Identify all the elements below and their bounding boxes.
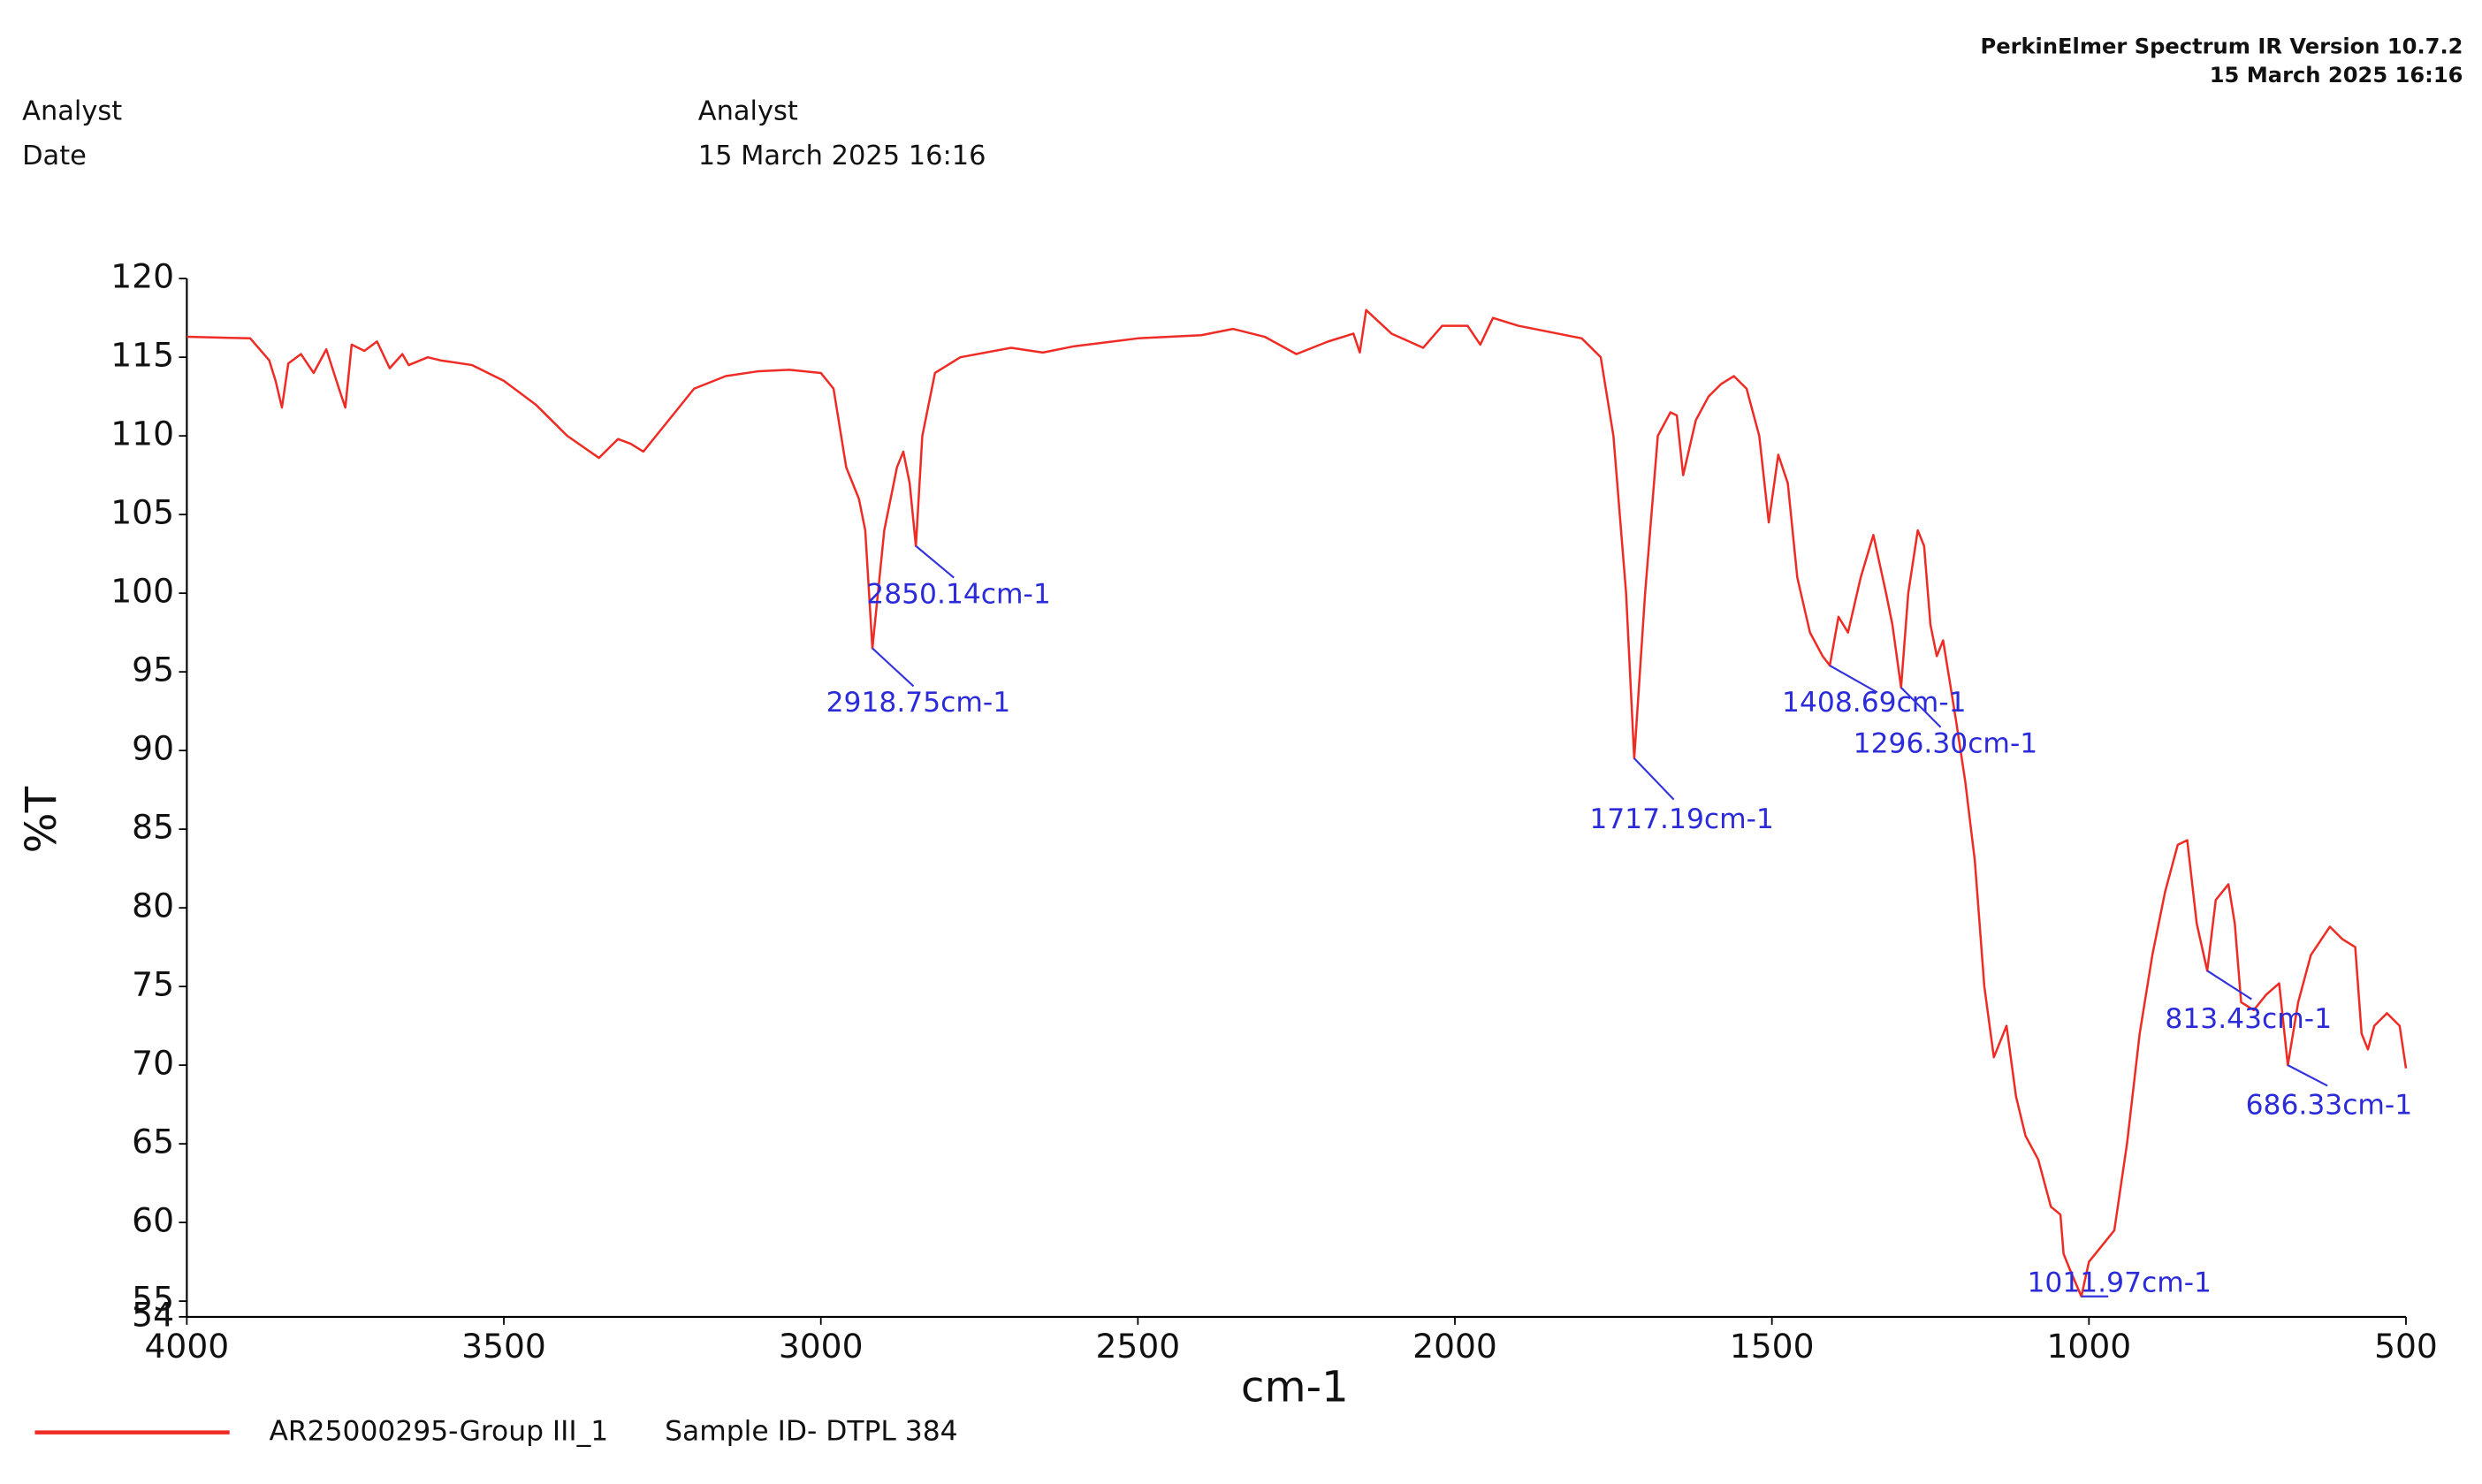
peak-label: 1011.97cm-1: [2027, 1267, 2212, 1298]
peak-leader: [2206, 970, 2252, 1001]
x-tick-label: 500: [2374, 1327, 2438, 1366]
y-tick-label: 75: [132, 965, 174, 1004]
peak-label: 2850.14cm-1: [866, 578, 1051, 610]
y-tick-label: 54: [132, 1295, 174, 1334]
y-tick-label: 95: [132, 651, 174, 689]
legend-sample-id: Sample ID- DTPL 384: [665, 1416, 957, 1448]
peak-label: 1296.30cm-1: [1854, 727, 2038, 759]
peak-leader: [1900, 687, 1942, 728]
date-label: Date: [22, 141, 87, 171]
legend-series-name: AR25000295-Group III_1: [269, 1416, 608, 1448]
peak-leader: [1829, 665, 1878, 694]
peak-label: 1717.19cm-1: [1589, 803, 1774, 835]
x-tick-label: 2000: [1412, 1327, 1497, 1366]
y-tick-label: 70: [132, 1044, 174, 1083]
date-value: 15 March 2025 16:16: [698, 141, 986, 171]
peak-label: 1408.69cm-1: [1782, 687, 1967, 719]
x-tick-label: 2500: [1096, 1327, 1181, 1366]
peak-leader: [915, 544, 955, 579]
peak-label: 2918.75cm-1: [826, 687, 1011, 719]
x-tick-label: 1500: [1730, 1327, 1815, 1366]
x-tick-label: 3000: [779, 1327, 864, 1366]
x-tick-label: 1000: [2046, 1327, 2131, 1366]
analyst-value: Analyst: [698, 96, 798, 127]
y-tick-label: 105: [110, 493, 174, 532]
peak-leader: [1633, 757, 1675, 801]
y-tick-label: 115: [110, 336, 174, 375]
x-tick-label: 3500: [461, 1327, 546, 1366]
y-tick-label: 90: [132, 729, 174, 768]
peak-label: 686.33cm-1: [2246, 1090, 2413, 1122]
peak-leader: [2287, 1064, 2328, 1087]
peak-label: 813.43cm-1: [2165, 1003, 2332, 1035]
y-tick-label: 100: [110, 572, 174, 611]
y-tick-label: 110: [110, 415, 174, 453]
analyst-label: Analyst: [22, 96, 122, 127]
report-date: 15 March 2025 16:16: [2210, 63, 2463, 88]
y-tick-label: 65: [132, 1123, 174, 1161]
x-axis-title: cm-1: [1241, 1362, 1349, 1412]
peak-leader: [872, 647, 915, 688]
y-tick-label: 85: [132, 808, 174, 847]
spectrum-line: [187, 308, 2408, 1298]
y-axis-title: %T: [17, 786, 66, 853]
y-tick-label: 55: [132, 1280, 174, 1319]
y-tick-label: 120: [110, 257, 174, 296]
x-tick-label: 4000: [145, 1327, 230, 1366]
y-tick-label: 80: [132, 887, 174, 925]
y-tick-label: 60: [132, 1201, 174, 1240]
software-version: PerkinElmer Spectrum IR Version 10.7.2: [1981, 34, 2463, 59]
